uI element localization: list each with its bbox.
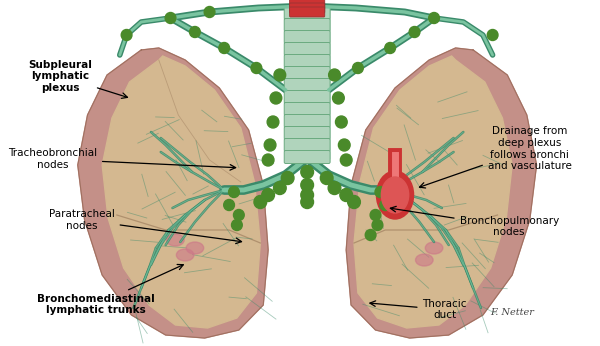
FancyBboxPatch shape: [284, 151, 330, 164]
FancyBboxPatch shape: [290, 3, 325, 13]
Circle shape: [229, 186, 239, 198]
Circle shape: [487, 29, 498, 40]
FancyBboxPatch shape: [284, 102, 330, 116]
Circle shape: [267, 116, 279, 128]
Circle shape: [251, 63, 262, 73]
FancyBboxPatch shape: [290, 0, 325, 9]
FancyBboxPatch shape: [284, 138, 330, 152]
Text: Subpleural
lymphatic
plexus: Subpleural lymphatic plexus: [28, 60, 127, 98]
FancyBboxPatch shape: [284, 79, 330, 91]
Circle shape: [372, 219, 383, 230]
Circle shape: [428, 12, 439, 24]
Circle shape: [329, 69, 340, 81]
Text: Tracheobronchial
nodes: Tracheobronchial nodes: [8, 148, 236, 170]
Text: F. Netter: F. Netter: [490, 308, 534, 317]
Circle shape: [353, 63, 363, 73]
FancyBboxPatch shape: [284, 43, 330, 55]
Circle shape: [340, 189, 353, 201]
Text: Thoracic
duct: Thoracic duct: [370, 299, 467, 320]
FancyBboxPatch shape: [284, 7, 330, 19]
Circle shape: [281, 172, 294, 184]
Circle shape: [320, 172, 333, 184]
Circle shape: [204, 7, 215, 18]
Circle shape: [335, 116, 347, 128]
Circle shape: [380, 200, 391, 210]
Circle shape: [121, 29, 132, 40]
FancyBboxPatch shape: [284, 115, 330, 127]
Circle shape: [301, 189, 314, 201]
FancyBboxPatch shape: [284, 18, 330, 31]
Circle shape: [301, 195, 314, 209]
Circle shape: [274, 69, 286, 81]
Circle shape: [409, 27, 420, 37]
FancyBboxPatch shape: [284, 55, 330, 67]
Circle shape: [232, 219, 242, 230]
Text: Paratracheal
nodes: Paratracheal nodes: [49, 209, 242, 244]
Circle shape: [190, 27, 200, 37]
Circle shape: [264, 139, 276, 151]
Circle shape: [301, 179, 314, 191]
Circle shape: [254, 195, 266, 209]
FancyBboxPatch shape: [284, 30, 330, 44]
Ellipse shape: [186, 242, 204, 254]
Polygon shape: [102, 56, 260, 328]
Circle shape: [165, 12, 176, 24]
Circle shape: [347, 195, 361, 209]
FancyBboxPatch shape: [284, 66, 330, 80]
Text: Bronchomediastinal
lymphatic trunks: Bronchomediastinal lymphatic trunks: [37, 264, 184, 315]
Ellipse shape: [376, 171, 413, 219]
Circle shape: [340, 154, 352, 166]
FancyBboxPatch shape: [284, 91, 330, 103]
Circle shape: [370, 209, 381, 220]
FancyBboxPatch shape: [284, 127, 330, 139]
Circle shape: [274, 182, 286, 194]
Circle shape: [224, 200, 235, 210]
Polygon shape: [354, 56, 512, 328]
Circle shape: [332, 92, 344, 104]
Circle shape: [270, 92, 282, 104]
Circle shape: [301, 165, 314, 179]
Circle shape: [375, 186, 386, 198]
Ellipse shape: [416, 254, 433, 266]
Circle shape: [219, 43, 230, 54]
Circle shape: [233, 209, 244, 220]
Polygon shape: [346, 48, 536, 338]
Circle shape: [365, 229, 376, 240]
FancyBboxPatch shape: [290, 7, 325, 17]
Circle shape: [338, 139, 350, 151]
Ellipse shape: [176, 249, 194, 261]
Circle shape: [262, 154, 274, 166]
Text: Drainage from
deep plexus
follows bronchi
and vasculature: Drainage from deep plexus follows bronch…: [419, 126, 572, 188]
Circle shape: [385, 43, 395, 54]
Text: Bronchopulmonary
nodes: Bronchopulmonary nodes: [391, 206, 559, 237]
Ellipse shape: [425, 242, 443, 254]
Ellipse shape: [167, 234, 184, 246]
Circle shape: [262, 189, 274, 201]
Ellipse shape: [382, 177, 409, 213]
Circle shape: [328, 182, 341, 194]
Polygon shape: [78, 48, 268, 338]
